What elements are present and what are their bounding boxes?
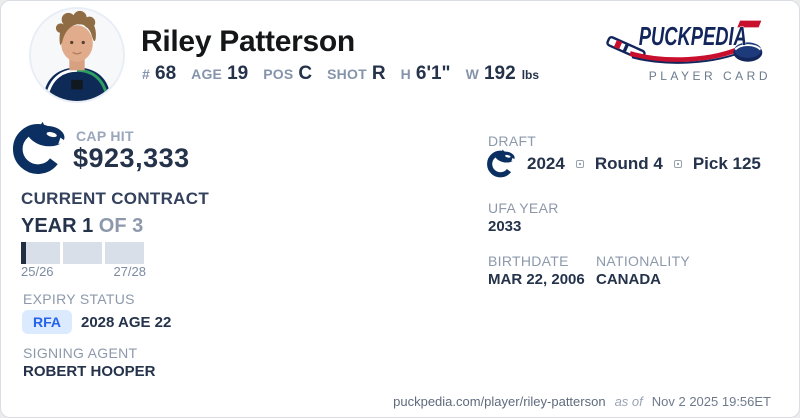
expiry-status-value: 2028 AGE 22 xyxy=(81,313,172,331)
contract-year-total: OF 3 xyxy=(93,215,144,237)
ufa-year-label: UFA YEAR xyxy=(488,200,559,216)
canucks-orca-icon xyxy=(13,121,67,174)
puckpedia-brand: PUCKPEDIA PLAYER CARD xyxy=(603,11,775,83)
nationality-value: CANADA xyxy=(596,271,661,288)
separator-bullet-icon xyxy=(673,160,682,168)
separator-bullet-icon xyxy=(575,160,584,168)
footer: puckpedia.com/player/riley-patterson as … xyxy=(393,394,771,409)
progress-start-label: 25/26 xyxy=(21,264,54,279)
ufa-year-value: 2033 xyxy=(488,218,522,235)
draft-year: 2024 xyxy=(527,154,565,173)
stat-value: 68 xyxy=(155,63,177,84)
draft-label: DRAFT xyxy=(488,133,537,149)
signing-agent-value: ROBERT HOOPER xyxy=(23,363,156,380)
expiry-status-label: EXPIRY STATUS xyxy=(23,291,135,307)
stat-value: R xyxy=(371,63,386,84)
rfa-status-badge: RFA xyxy=(22,310,72,334)
progress-end-label: 27/28 xyxy=(113,264,146,279)
stat-label: AGE xyxy=(191,66,223,82)
signing-agent-label: SIGNING AGENT xyxy=(23,345,138,361)
profile-url-link[interactable]: puckpedia.com/player/riley-patterson xyxy=(393,394,606,409)
draft-pick: Pick 125 xyxy=(692,154,761,173)
puckpedia-logo-icon: PUCKPEDIA xyxy=(606,20,763,64)
as-of-label: as of xyxy=(614,394,643,409)
stat-unit: lbs xyxy=(521,68,540,82)
progress-segment xyxy=(105,242,144,264)
contract-year-current: YEAR 1 xyxy=(21,215,94,237)
stat-value: 19 xyxy=(227,63,249,84)
stat-weight: W 192 lbs xyxy=(466,63,539,85)
stat-value: 6'1" xyxy=(415,63,451,84)
stat-position: POS C xyxy=(263,63,312,85)
brand-logo-text: PUCKPEDIA xyxy=(639,21,747,51)
timestamp: Nov 2 2025 19:56ET xyxy=(651,394,771,409)
progress-segment xyxy=(63,242,102,264)
progress-labels: 25/26 27/28 xyxy=(21,264,146,279)
stat-label: H xyxy=(400,66,411,82)
stat-value: C xyxy=(298,63,313,84)
stat-shot: SHOT R xyxy=(327,63,385,85)
expiry-status-row: RFA 2028 AGE 22 xyxy=(22,310,171,334)
player-stats-row: # 68 AGE 19 POS C SHOT R H 6'1" W 192 lb… xyxy=(142,63,539,85)
birthdate-label: BIRTHDATE xyxy=(488,253,569,269)
stat-label: # xyxy=(142,66,150,82)
stat-height: H 6'1" xyxy=(401,63,451,85)
stat-number: # 68 xyxy=(142,63,176,85)
birthdate-value: MAR 22, 2006 xyxy=(488,271,585,288)
current-contract-heading: CURRENT CONTRACT xyxy=(21,189,210,208)
draft-info-row: 2024 Round 4 Pick 125 xyxy=(486,149,761,179)
nationality-label: NATIONALITY xyxy=(596,253,691,269)
player-avatar xyxy=(29,7,125,103)
stat-label: POS xyxy=(263,66,294,82)
player-photo-placeholder xyxy=(31,9,123,101)
progress-segment xyxy=(21,242,60,264)
contract-year-line: YEAR 1 OF 3 xyxy=(21,215,143,238)
contract-progress-bar xyxy=(21,242,144,264)
stat-label: SHOT xyxy=(327,66,367,82)
cap-hit-value: $923,333 xyxy=(73,143,190,173)
canucks-orca-icon-small xyxy=(487,149,516,178)
draft-round: Round 4 xyxy=(594,154,663,173)
stat-label: W xyxy=(465,66,479,82)
stat-value: 192 xyxy=(483,63,516,84)
cap-hit-label: CAP HIT xyxy=(76,128,134,144)
stat-age: AGE 19 xyxy=(191,63,248,85)
brand-subtitle: PLAYER CARD xyxy=(648,69,771,83)
page-title: Riley Patterson xyxy=(141,25,355,58)
progress-fill xyxy=(21,242,26,264)
